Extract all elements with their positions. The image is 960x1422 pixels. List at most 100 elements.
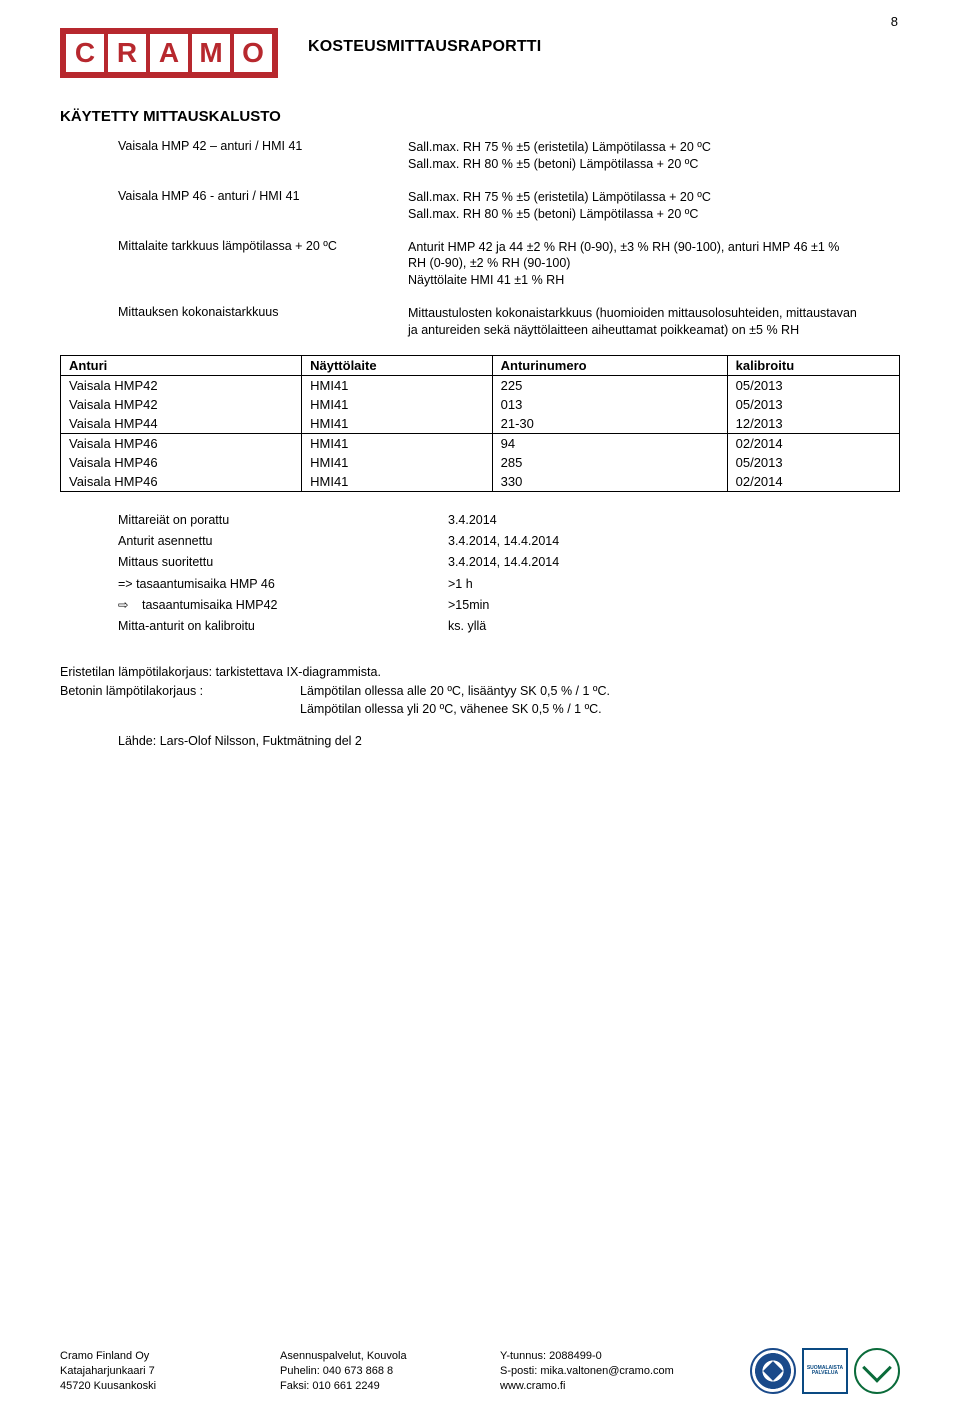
table-cell: Vaisala HMP46 <box>61 472 302 492</box>
spec-line: Sall.max. RH 80 % ±5 (betoni) Lämpötilas… <box>408 156 900 173</box>
spec-row: Vaisala HMP 46 - anturi / HMI 41 Sall.ma… <box>118 189 900 223</box>
table-cell: 05/2013 <box>727 375 899 395</box>
footer-col-company: Cramo Finland Oy Katajaharjunkaari 7 457… <box>60 1349 280 1394</box>
table-cell: Vaisala HMP46 <box>61 433 302 453</box>
footer-line: Asennuspalvelut, Kouvola <box>280 1349 500 1364</box>
correction-label: Betonin lämpötilakorjaus : <box>60 682 300 700</box>
cert-logo-icon <box>750 1348 796 1394</box>
spec-label: Vaisala HMP 42 – anturi / HMI 41 <box>118 139 408 173</box>
table-header: Näyttölaite <box>302 355 493 375</box>
footer-line: Puhelin: 040 673 868 8 <box>280 1364 500 1379</box>
timing-value: 3.4.2014 <box>448 510 900 531</box>
timing-row: Mittareiät on porattu3.4.2014 <box>118 510 900 531</box>
table-cell: HMI41 <box>302 453 493 472</box>
footer-line: S-posti: mika.valtonen@cramo.com <box>500 1364 750 1379</box>
correction-block: Eristetilan lämpötilakorjaus: tarkistett… <box>60 663 900 717</box>
table-cell: 02/2014 <box>727 472 899 492</box>
cramo-logo: C R A M O <box>60 28 278 78</box>
document-title: KOSTEUSMITTAUSRAPORTTI <box>308 28 541 56</box>
spec-line: Mittaustulosten kokonaistarkkuus (huomio… <box>408 305 900 322</box>
timing-value: 3.4.2014, 14.4.2014 <box>448 531 900 552</box>
table-cell: 21-30 <box>492 414 727 434</box>
spec-row: Mittauksen kokonaistarkkuus Mittaustulos… <box>118 305 900 339</box>
section-title: KÄYTETTY MITTAUSKALUSTO <box>60 108 900 125</box>
correction-line: Eristetilan lämpötilakorjaus: tarkistett… <box>60 663 900 681</box>
table-cell: Vaisala HMP42 <box>61 395 302 414</box>
table-cell: Vaisala HMP44 <box>61 414 302 434</box>
spec-value: Sall.max. RH 75 % ±5 (eristetila) Lämpöt… <box>408 189 900 223</box>
timing-label: Anturit asennettu <box>118 531 448 552</box>
table-cell: 05/2013 <box>727 453 899 472</box>
timing-section: Mittareiät on porattu3.4.2014Anturit ase… <box>60 510 900 638</box>
source-line: Lähde: Lars-Olof Nilsson, Fuktmätning de… <box>60 734 900 748</box>
correction-value: Lämpötilan ollessa alle 20 ºC, lisääntyy… <box>300 682 900 700</box>
table-header: Anturi <box>61 355 302 375</box>
spec-line: Anturit HMP 42 ja 44 ±2 % RH (0-90), ±3 … <box>408 239 900 256</box>
suomalaista-palvelua-icon: SUOMALAISTA PALVELUA <box>802 1348 848 1394</box>
table-cell: 94 <box>492 433 727 453</box>
timing-row: Mitta-anturit on kalibroituks. yllä <box>118 616 900 637</box>
footer-col-contact: Asennuspalvelut, Kouvola Puhelin: 040 67… <box>280 1349 500 1394</box>
spec-value: Sall.max. RH 75 % ±5 (eristetila) Lämpöt… <box>408 139 900 173</box>
spec-row: Vaisala HMP 42 – anturi / HMI 41 Sall.ma… <box>118 139 900 173</box>
table-cell: Vaisala HMP42 <box>61 375 302 395</box>
timing-label: => tasaantumisaika HMP 46 <box>118 574 448 595</box>
header: C R A M O KOSTEUSMITTAUSRAPORTTI <box>60 28 900 78</box>
logo-letter: R <box>108 34 146 72</box>
spec-line: Näyttölaite HMI 41 ±1 % RH <box>408 272 900 289</box>
correction-value: Lämpötilan ollessa yli 20 ºC, vähenee SK… <box>300 700 900 718</box>
timing-label: Mittareiät on porattu <box>118 510 448 531</box>
spec-line: Sall.max. RH 80 % ±5 (betoni) Lämpötilas… <box>408 206 900 223</box>
timing-row: => tasaantumisaika HMP 46>1 h <box>118 574 900 595</box>
correction-label-empty <box>60 700 300 718</box>
spec-label: Mittalaite tarkkuus lämpötilassa + 20 ºC <box>118 239 408 290</box>
spec-line: ja antureiden sekä näyttölaitteen aiheut… <box>408 322 900 339</box>
timing-row: Mittaus suoritettu3.4.2014, 14.4.2014 <box>118 552 900 573</box>
table-cell: Vaisala HMP46 <box>61 453 302 472</box>
dnv-logo-icon <box>854 1348 900 1394</box>
logo-letter: M <box>192 34 230 72</box>
table-cell: HMI41 <box>302 472 493 492</box>
logo-letter: O <box>234 34 272 72</box>
logo-letter: A <box>150 34 188 72</box>
table-cell: 285 <box>492 453 727 472</box>
spec-value: Mittaustulosten kokonaistarkkuus (huomio… <box>408 305 900 339</box>
footer-line: Faksi: 010 661 2249 <box>280 1379 500 1394</box>
table-cell: HMI41 <box>302 395 493 414</box>
table-cell: HMI41 <box>302 414 493 434</box>
footer-logos: SUOMALAISTA PALVELUA <box>750 1348 900 1394</box>
spec-row: Mittalaite tarkkuus lämpötilassa + 20 ºC… <box>118 239 900 290</box>
spec-label: Vaisala HMP 46 - anturi / HMI 41 <box>118 189 408 223</box>
timing-label: Mitta-anturit on kalibroitu <box>118 616 448 637</box>
footer-line: 45720 Kuusankoski <box>60 1379 280 1394</box>
table-cell: 225 <box>492 375 727 395</box>
timing-value: ks. yllä <box>448 616 900 637</box>
table-header: kalibroitu <box>727 355 899 375</box>
footer: Cramo Finland Oy Katajaharjunkaari 7 457… <box>60 1348 900 1394</box>
timing-label: Mittaus suoritettu <box>118 552 448 573</box>
timing-value: >1 h <box>448 574 900 595</box>
spec-value: Anturit HMP 42 ja 44 ±2 % RH (0-90), ±3 … <box>408 239 900 290</box>
spec-line: Sall.max. RH 75 % ±5 (eristetila) Lämpöt… <box>408 189 900 206</box>
spec-label: Mittauksen kokonaistarkkuus <box>118 305 408 339</box>
table-cell: HMI41 <box>302 433 493 453</box>
table-cell: 02/2014 <box>727 433 899 453</box>
spec-line: Sall.max. RH 75 % ±5 (eristetila) Lämpöt… <box>408 139 900 156</box>
page-number: 8 <box>891 14 898 29</box>
table-header: Anturinumero <box>492 355 727 375</box>
timing-label: tasaantumisaika HMP42 <box>118 595 448 616</box>
table-cell: 013 <box>492 395 727 414</box>
logo-letter: C <box>66 34 104 72</box>
table-cell: 05/2013 <box>727 395 899 414</box>
timing-row: tasaantumisaika HMP42>15min <box>118 595 900 616</box>
table-cell: 330 <box>492 472 727 492</box>
footer-line: Cramo Finland Oy <box>60 1349 280 1364</box>
timing-row: Anturit asennettu3.4.2014, 14.4.2014 <box>118 531 900 552</box>
spec-section: Vaisala HMP 42 – anturi / HMI 41 Sall.ma… <box>60 139 900 339</box>
calibration-table: Anturi Näyttölaite Anturinumero kalibroi… <box>60 355 900 492</box>
table-cell: 12/2013 <box>727 414 899 434</box>
footer-line: www.cramo.fi <box>500 1379 750 1394</box>
footer-col-id: Y-tunnus: 2088499-0 S-posti: mika.valton… <box>500 1349 750 1394</box>
timing-value: 3.4.2014, 14.4.2014 <box>448 552 900 573</box>
footer-line: Katajaharjunkaari 7 <box>60 1364 280 1379</box>
